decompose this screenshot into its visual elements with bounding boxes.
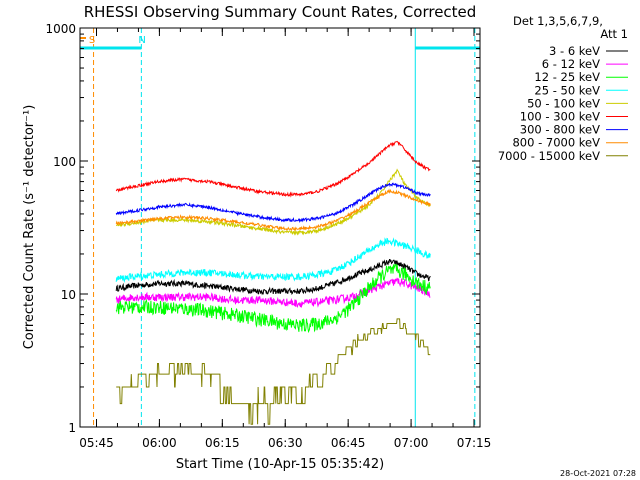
series-line-2 <box>115 263 431 334</box>
series-line-3 <box>115 237 431 283</box>
series-group <box>115 140 431 425</box>
x-tick-label-1: 06:00 <box>142 436 177 450</box>
y-tick-label-2: 100 <box>53 155 76 169</box>
series-line-7 <box>115 188 431 232</box>
flag-label-1: N <box>138 35 145 46</box>
y-tick-label-0: 1 <box>68 421 76 435</box>
legend-label-0: 3 - 6 keV <box>549 44 600 58</box>
y-tick-label-1: 10 <box>61 288 76 302</box>
series-line-6 <box>115 182 431 224</box>
legend-header-line-2: Att 1 <box>600 27 628 41</box>
legend-label-2: 12 - 25 keV <box>534 70 600 84</box>
legend-header-line-1: Det 1,3,5,6,7,9, <box>513 14 603 28</box>
series-line-8 <box>116 318 431 425</box>
axes-group: 05:45 06:00 06:15 06:30 06:45 07:00 07:15 1 10 10… <box>45 22 491 450</box>
legend-label-3: 25 - 50 keV <box>534 83 600 97</box>
flag-label-0: S <box>89 35 95 46</box>
y-tick-label-3: 1000 <box>45 22 76 36</box>
series-line-0 <box>115 259 431 296</box>
x-tick-label-3: 06:30 <box>268 436 303 450</box>
legend-label-6: 300 - 800 keV <box>520 123 600 137</box>
chart-title: RHESSI Observing Summary Count Rates, Co… <box>84 3 477 21</box>
x-tick-label-0: 05:45 <box>79 436 114 450</box>
x-axis-label: Start Time (10-Apr-15 05:35:42) <box>176 457 384 472</box>
legend-label-5: 100 - 300 keV <box>520 110 600 124</box>
legend-label-8: 7000 - 15000 keV <box>498 149 600 163</box>
footer-timestamp: 28-Oct-2021 07:28 <box>560 469 636 478</box>
legend-label-1: 6 - 12 keV <box>542 57 600 71</box>
plot-frame <box>79 27 481 428</box>
y-axis-label: Corrected Count Rate (s⁻¹ detector⁻¹) <box>22 105 37 350</box>
legend-label-4: 50 - 100 keV <box>527 96 600 110</box>
x-tick-label-2: 06:15 <box>205 436 240 450</box>
series-line-1 <box>115 277 431 308</box>
x-tick-label-4: 06:45 <box>331 436 366 450</box>
series-line-5 <box>115 140 431 198</box>
x-tick-label-6: 07:15 <box>457 436 492 450</box>
x-tick-label-5: 07:00 <box>394 436 429 450</box>
legend-label-7: 800 - 7000 keV <box>512 136 600 150</box>
